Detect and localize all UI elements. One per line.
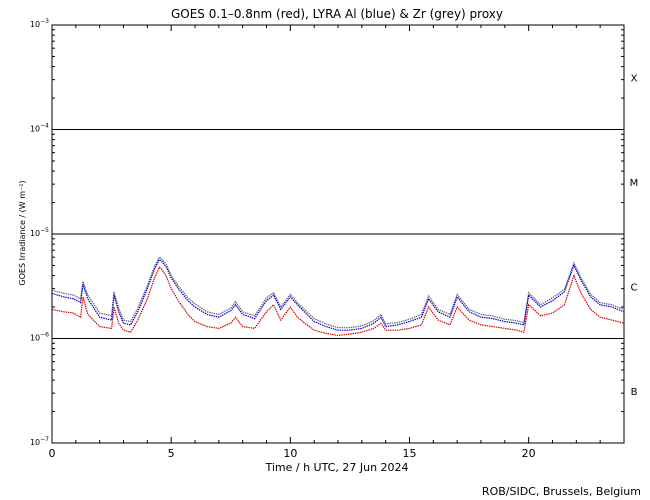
y-tick-label: 10−7 bbox=[30, 436, 49, 447]
x-tick-label: 15 bbox=[403, 447, 417, 460]
series-line-0 bbox=[51, 258, 625, 331]
series-line-1 bbox=[51, 266, 625, 337]
y-tick-label: 10−3 bbox=[30, 18, 49, 29]
flare-class-label-m: M bbox=[630, 178, 639, 189]
y-tick-label: 10−6 bbox=[30, 332, 49, 343]
chart-title: GOES 0.1–0.8nm (red), LYRA Al (blue) & Z… bbox=[171, 7, 503, 21]
x-tick-label: 0 bbox=[49, 447, 56, 460]
y-axis-label: GOES Irradiance / (W m⁻²) bbox=[18, 180, 27, 285]
flare-class-label-c: C bbox=[631, 282, 638, 293]
y-tick-label: 10−4 bbox=[30, 123, 49, 134]
footer-credit: ROB/SIDC, Brussels, Belgium bbox=[482, 485, 641, 498]
x-tick-label: 10 bbox=[283, 447, 297, 460]
x-tick-label: 20 bbox=[522, 447, 536, 460]
x-tick-label: 5 bbox=[168, 447, 175, 460]
flare-class-label-x: X bbox=[631, 73, 638, 84]
x-axis-label: Time / h UTC, 27 Jun 2024 bbox=[264, 461, 408, 474]
flare-class-label-b: B bbox=[631, 387, 638, 398]
series-line-2 bbox=[51, 256, 625, 329]
plot-area: 0 5 10 15 20 10−7 10−6 10−5 10−4 10−3 B C M X bbox=[30, 18, 638, 460]
y-tick-label: 10−5 bbox=[30, 227, 49, 238]
